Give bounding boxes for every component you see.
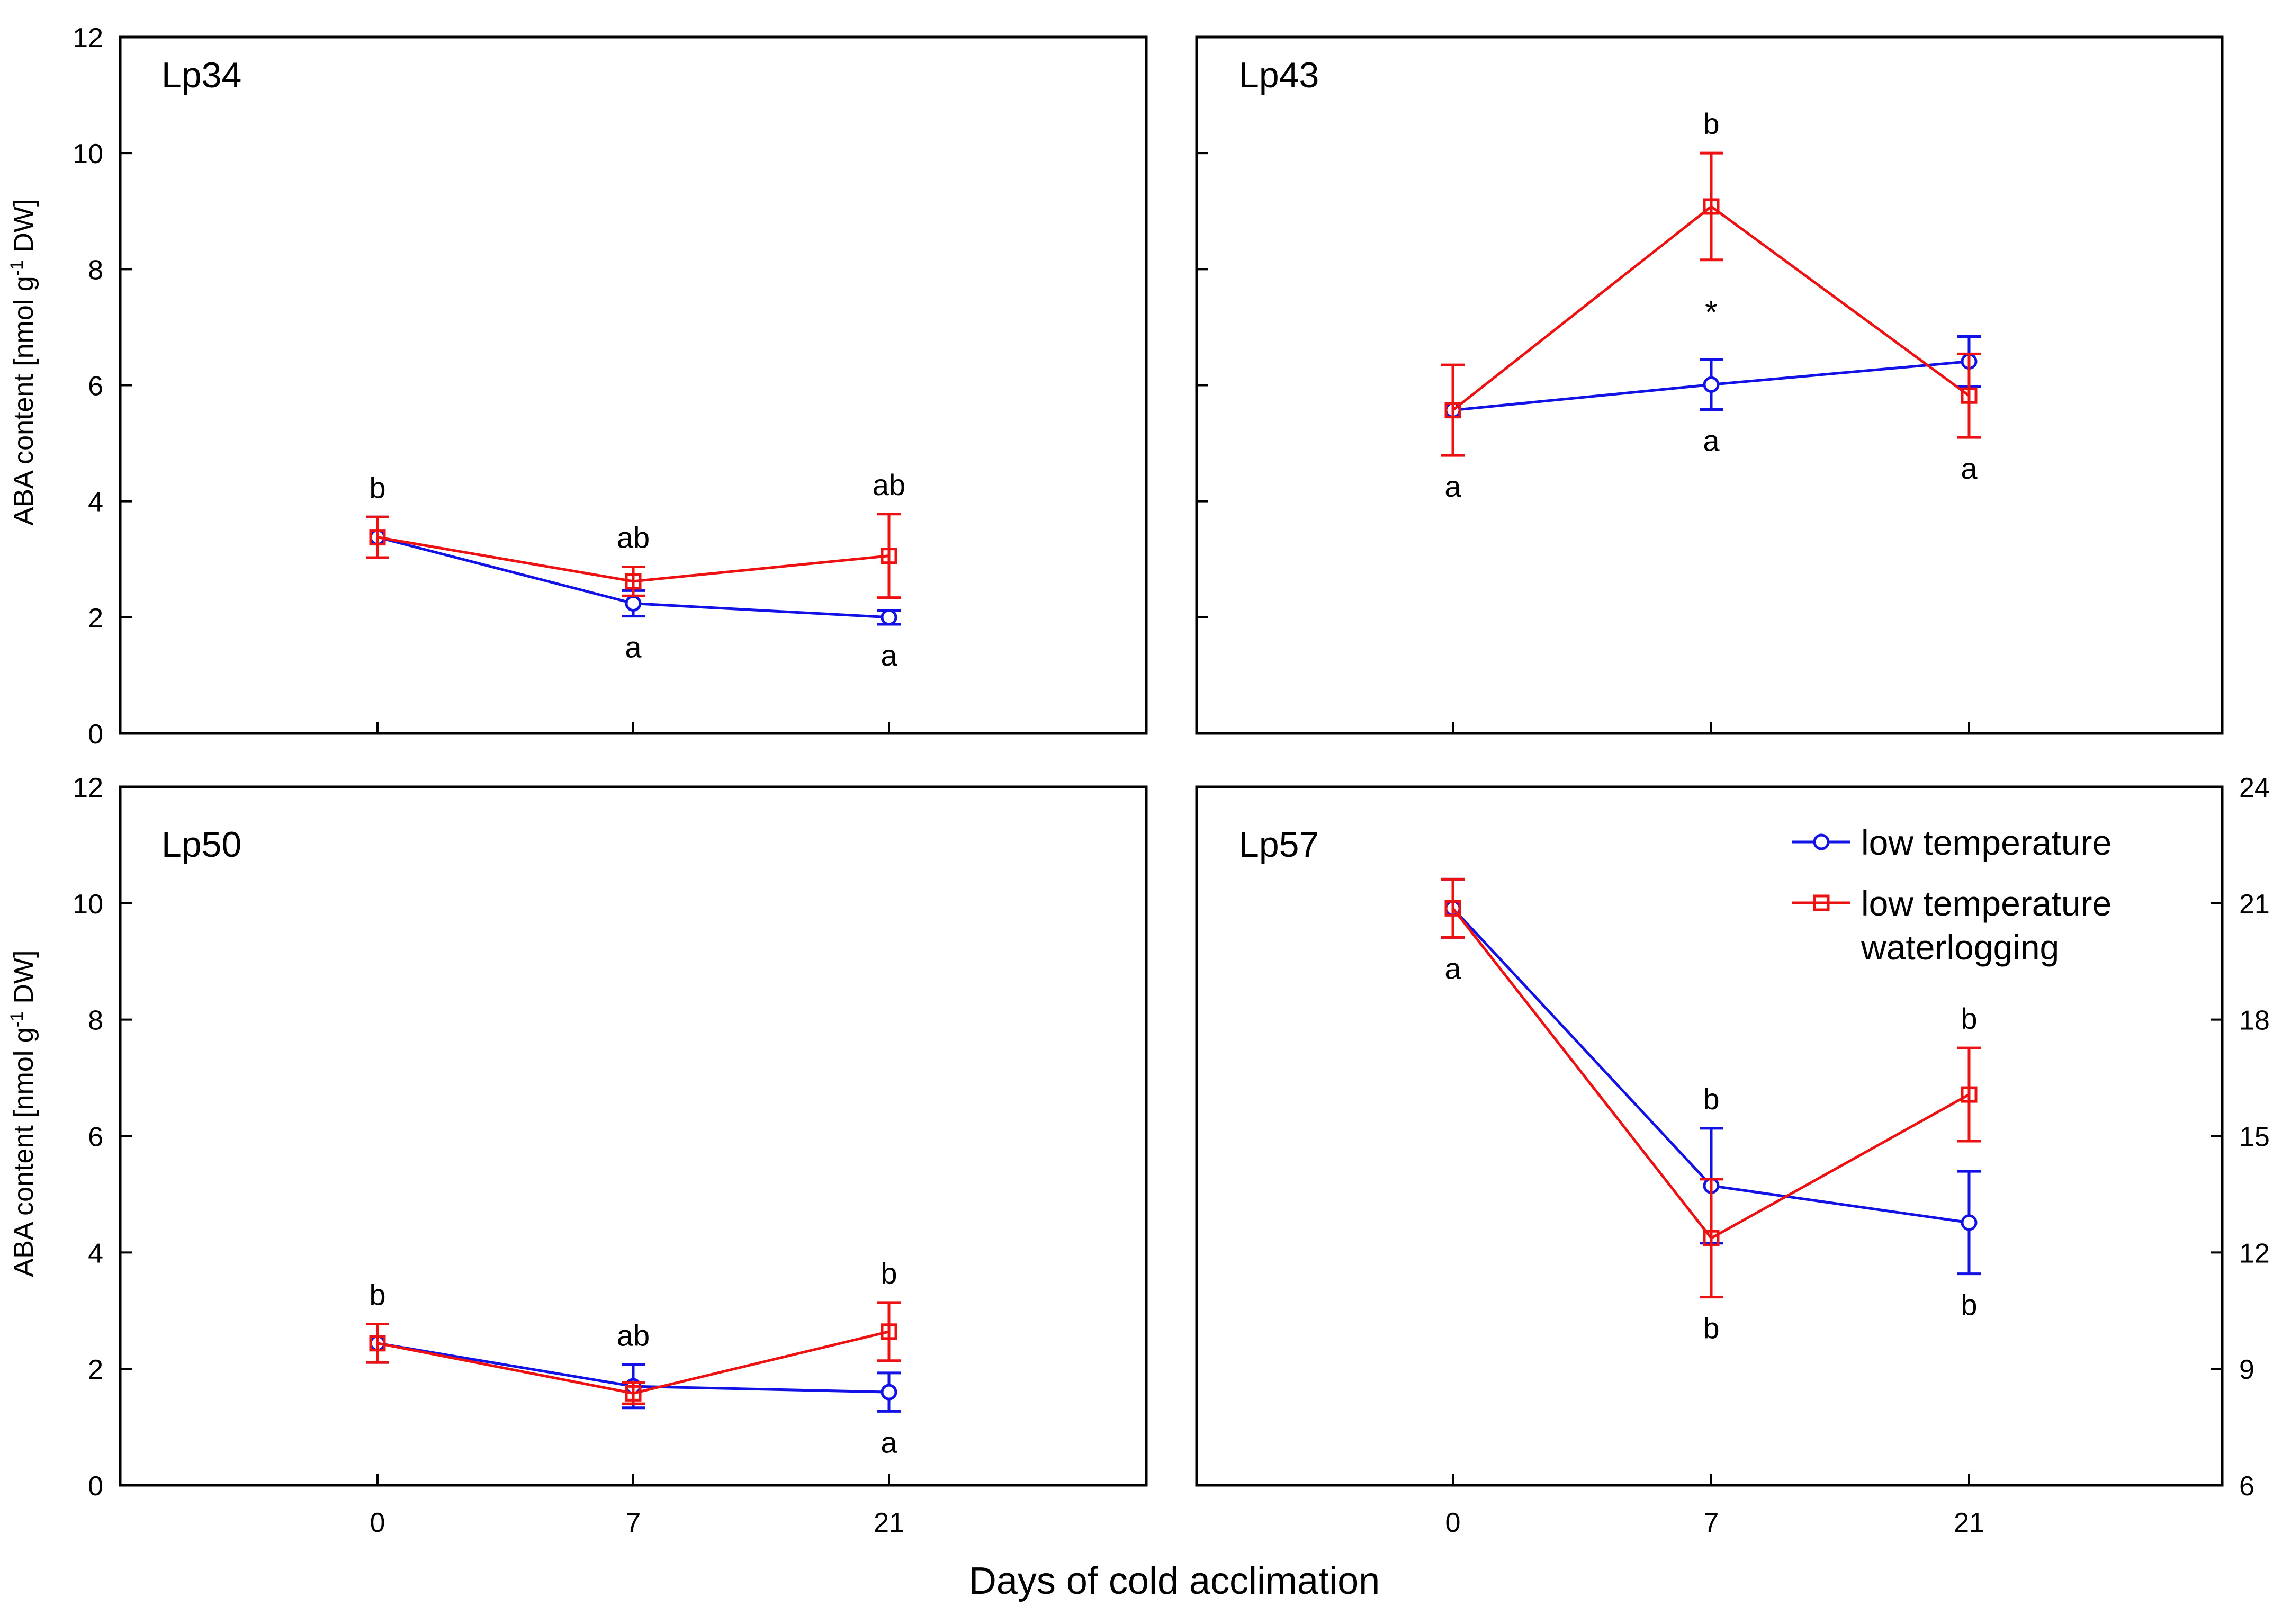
significance-label: ab: [617, 521, 650, 554]
significance-label: b: [881, 1257, 897, 1290]
x-tick-label: 0: [370, 1508, 385, 1538]
y-tick-label: 8: [88, 255, 103, 285]
x-tick-label: 7: [1704, 1508, 1719, 1538]
y-tick-label: 9: [2239, 1354, 2254, 1385]
data-point: [369, 529, 386, 546]
legend-label: waterlogging: [1861, 928, 2059, 967]
y-tick-label: 4: [88, 1238, 103, 1269]
data-point: [881, 1384, 897, 1401]
y-tick-label: 0: [88, 719, 103, 750]
y-tick-label: 4: [88, 487, 103, 518]
significance-label: b: [1703, 1312, 1719, 1345]
panel-lp50: 0 2 4 6 8 10 12 0 7 21 Lp50 b ab b a: [73, 773, 1148, 1538]
y-tick-label: 2: [88, 603, 103, 634]
panel-lp57: 6 9 12 15 18 21 24 0 7 21 Lp57 a b b b b: [1195, 773, 2270, 1538]
significance-label: a: [1703, 424, 1720, 457]
data-point: [1961, 1214, 1978, 1231]
panel-title: Lp57: [1239, 824, 1319, 865]
y-tick-label: 12: [73, 23, 103, 53]
significance-label: b: [1703, 107, 1719, 140]
data-point: [1444, 402, 1461, 419]
y-tick-label: 24: [2239, 773, 2270, 803]
data-point: [881, 609, 897, 626]
data-point: [625, 573, 642, 590]
data-point: [625, 1385, 642, 1402]
significance-label: a: [1444, 952, 1461, 985]
significance-label: a: [1444, 470, 1461, 503]
y-tick-label: 18: [2239, 1006, 2270, 1036]
x-tick-label: 0: [1445, 1508, 1461, 1538]
significance-label: a: [1961, 452, 1978, 485]
data-point: [1961, 387, 1978, 404]
y-tick-label: 6: [2239, 1471, 2254, 1502]
y-tick-label: 0: [88, 1471, 103, 1502]
data-point: [881, 1323, 897, 1340]
y-tick-label: 10: [73, 889, 103, 920]
significance-label: a: [881, 1425, 897, 1459]
xlabel: Days of cold acclimation: [969, 1560, 1380, 1602]
x-tick-label: 21: [874, 1508, 904, 1538]
panel-title: Lp34: [161, 55, 241, 95]
panel-title: Lp50: [161, 824, 241, 865]
ylabel-top-panels: ABA content [nmol g-1 DW]: [7, 199, 39, 526]
data-point: [369, 1335, 386, 1352]
panel-lp43: Lp43 b * a a a: [1195, 35, 2224, 735]
data-point: [881, 548, 897, 564]
data-point: [625, 595, 642, 612]
x-tick-label: 7: [626, 1508, 641, 1538]
data-point: [1703, 198, 1720, 215]
y-tick-label: 2: [88, 1354, 103, 1385]
legend-label: low temperature: [1861, 884, 2112, 923]
significance-label: *: [1705, 294, 1718, 331]
data-point: [1961, 1086, 1978, 1103]
y-tick-label: 10: [73, 139, 103, 169]
significance-label: a: [625, 631, 642, 664]
y-tick-label: 12: [73, 773, 103, 803]
legend-marker-circle: [1813, 833, 1830, 850]
legend: low temperature low temperature waterloggi…: [1792, 823, 2112, 967]
y-tick-label: 6: [88, 1122, 103, 1153]
significance-label: b: [369, 471, 385, 504]
y-tick-label: 6: [88, 371, 103, 402]
panel-lp34: 0 2 4 6 8 10 12 Lp34 b ab ab a a: [73, 23, 1148, 750]
x-tick-label: 21: [1954, 1508, 1984, 1538]
significance-label: a: [881, 639, 897, 672]
legend-marker-square: [1813, 894, 1830, 911]
significance-label: b: [1961, 1288, 1977, 1322]
significance-label: b: [1961, 1002, 1977, 1035]
data-point: [1703, 376, 1720, 393]
significance-label: b: [369, 1278, 385, 1312]
significance-label: b: [1703, 1082, 1719, 1116]
data-point: [1444, 900, 1461, 917]
ylabel-bottom-panels: ABA content [nmol g-1 DW]: [7, 950, 39, 1277]
data-point: [1703, 1230, 1720, 1246]
y-tick-label: 15: [2239, 1122, 2270, 1153]
y-tick-label: 12: [2239, 1238, 2270, 1269]
significance-label: ab: [617, 1318, 650, 1352]
significance-label: ab: [873, 468, 905, 501]
panel-title: Lp43: [1239, 55, 1319, 95]
legend-label: low temperature: [1861, 823, 2112, 862]
y-tick-label: 21: [2239, 889, 2270, 920]
y-tick-label: 8: [88, 1006, 103, 1036]
